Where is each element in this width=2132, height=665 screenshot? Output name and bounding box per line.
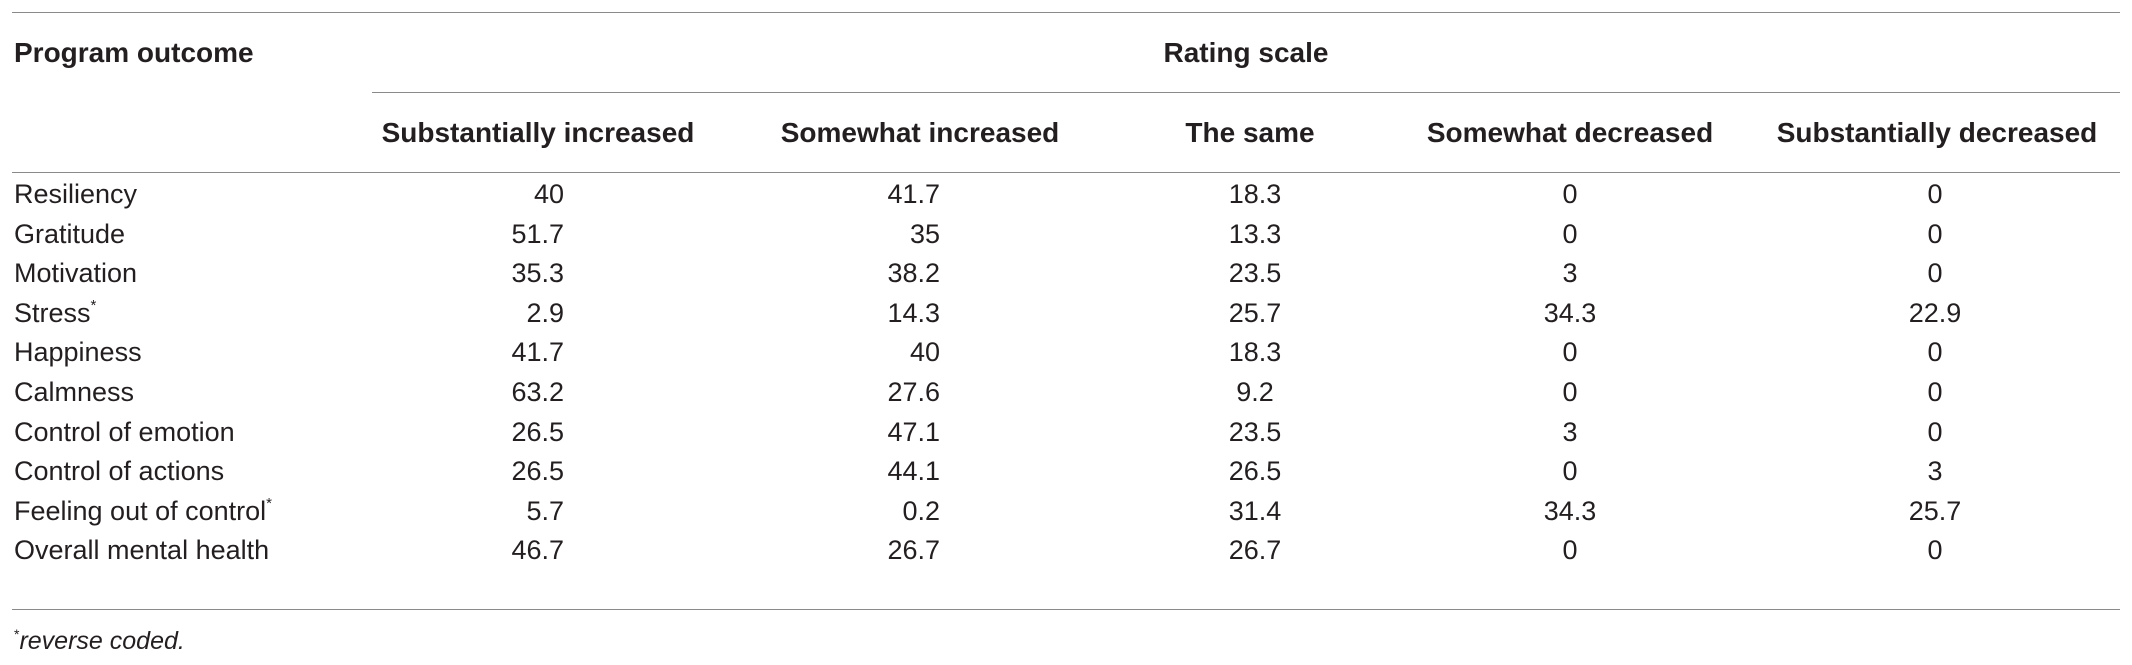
table-cell: 0	[1562, 179, 1578, 209]
table-cell: 14.3	[887, 297, 940, 328]
table-bottom-rule	[12, 609, 2120, 610]
table-row: Resiliency 40 41.7 18.3 0 0	[0, 174, 2132, 214]
row-label-text: Control of actions	[14, 456, 225, 487]
table-cell: 18.3	[1228, 337, 1282, 368]
table-cell: 27.6	[887, 377, 940, 407]
table-cell: 0.2	[902, 495, 940, 526]
row-label: Happiness	[14, 332, 142, 372]
table-cell: 63.2	[511, 377, 564, 407]
table-cell: 26.5	[511, 416, 564, 447]
row-label-text: Calmness	[14, 377, 135, 407]
table-cell: 34.3	[1543, 495, 1597, 526]
table-cell: 0	[1927, 218, 1943, 249]
table-row: Control of actions 26.5 44.1 26.5 0 3	[0, 451, 2132, 491]
table-cell: 26.5	[511, 456, 564, 487]
table-cell: 3	[1927, 456, 1943, 487]
table-cell: 40	[909, 337, 940, 368]
footnote-text: reverse coded.	[19, 627, 185, 655]
table-row: Control of emotion 26.5 47.1 23.5 3 0	[0, 412, 2132, 452]
table-cell: 0	[1562, 535, 1578, 566]
table-cell: 23.5	[1228, 258, 1282, 289]
table-cell: 31.4	[1228, 495, 1282, 526]
table-cell: 0	[1562, 337, 1578, 368]
table-cell: 13.3	[1228, 218, 1282, 249]
table-row: Happiness 41.7 40 18.3 0 0	[0, 332, 2132, 372]
table-row: Overall mental health 46.7 26.7 26.7 0 0	[0, 530, 2132, 570]
table-cell: 40	[533, 179, 564, 209]
row-label: Control of emotion	[14, 412, 235, 452]
group-header-rule	[372, 92, 2120, 93]
header-bottom-rule	[12, 172, 2120, 173]
table-cell: 23.5	[1228, 416, 1282, 447]
table-top-rule	[12, 12, 2120, 13]
row-label: Calmness	[14, 372, 134, 412]
table-cell: 3	[1562, 258, 1578, 289]
group-header-rating-scale: Rating scale	[1163, 37, 1329, 68]
table-cell: 51.7	[511, 218, 564, 249]
table-cell: 3	[1562, 416, 1578, 447]
table-cell: 41.7	[511, 337, 564, 368]
table-cell: 47.1	[887, 416, 940, 447]
reverse-coded-mark: *	[90, 296, 97, 314]
column-header-the-same: The same	[1185, 117, 1315, 148]
table-cell: 35.3	[511, 258, 564, 289]
row-label: Feeling out of control*	[14, 491, 272, 531]
table-cell: 0	[1927, 258, 1943, 289]
column-header-substantially-decreased: Substantially decreased	[1776, 117, 2098, 148]
table-cell: 26.7	[887, 535, 940, 566]
row-label: Gratitude	[14, 214, 125, 254]
row-label-text: Control of emotion	[14, 416, 235, 447]
column-header-substantially-increased: Substantially increased	[381, 117, 695, 148]
table-cell: 0	[1927, 377, 1943, 407]
table-cell: 44.1	[887, 456, 940, 487]
footnote-mark: *	[14, 626, 20, 642]
reverse-coded-mark: *	[266, 494, 272, 512]
column-header-somewhat-increased: Somewhat increased	[780, 117, 1060, 148]
table-cell: 25.7	[1908, 495, 1962, 526]
table-cell: 0	[1927, 416, 1943, 447]
table-cell: 26.5	[1228, 456, 1282, 487]
table-cell: 0	[1927, 179, 1943, 209]
table-row: Motivation 35.3 38.2 23.5 3 0	[0, 253, 2132, 293]
table-cell: 18.3	[1228, 179, 1282, 209]
row-label: Stress*	[14, 293, 96, 333]
table-cell: 2.9	[526, 297, 564, 328]
row-label-text: Overall mental health	[14, 535, 270, 566]
row-label: Overall mental health	[14, 530, 269, 570]
table-cell: 34.3	[1543, 297, 1597, 328]
table-cell: 9.2	[1236, 377, 1274, 407]
table-cell: 41.7	[887, 179, 940, 209]
table-cell: 22.9	[1908, 297, 1962, 328]
table-cell: 0	[1562, 218, 1578, 249]
row-label: Motivation	[14, 253, 137, 293]
table-cell: 0	[1927, 337, 1943, 368]
row-label-text: Gratitude	[14, 218, 126, 249]
row-label-text: Happiness	[14, 337, 142, 368]
table-cell: 38.2	[887, 258, 940, 289]
row-label: Control of actions	[14, 451, 224, 491]
row-label-text: Resiliency	[14, 179, 138, 209]
row-label-text: Stress	[14, 297, 91, 328]
table-cell: 0	[1927, 535, 1943, 566]
table-row: Feeling out of control* 5.7 0.2 31.4 34.3 25.…	[0, 491, 2132, 531]
row-label-text: Feeling out of control	[14, 495, 267, 526]
row-label: Resiliency	[14, 174, 137, 214]
table-cell: 26.7	[1228, 535, 1282, 566]
table-cell: 25.7	[1228, 297, 1282, 328]
table-cell: 35	[909, 218, 940, 249]
table-cell: 0	[1562, 377, 1578, 407]
row-header-program-outcome: Program outcome	[14, 37, 254, 68]
table-row: Stress* 2.9 14.3 25.7 34.3 22.9	[0, 293, 2132, 333]
table-row: Gratitude 51.7 35 13.3 0 0	[0, 214, 2132, 254]
table-row: Calmness 63.2 27.6 9.2 0 0	[0, 372, 2132, 412]
table-cell: 46.7	[511, 535, 564, 566]
table-cell: 0	[1562, 456, 1578, 487]
column-header-somewhat-decreased: Somewhat decreased	[1426, 117, 1714, 148]
table-cell: 5.7	[526, 495, 564, 526]
row-label-text: Motivation	[14, 258, 138, 289]
table-footnote: *reverse coded.	[14, 626, 185, 656]
